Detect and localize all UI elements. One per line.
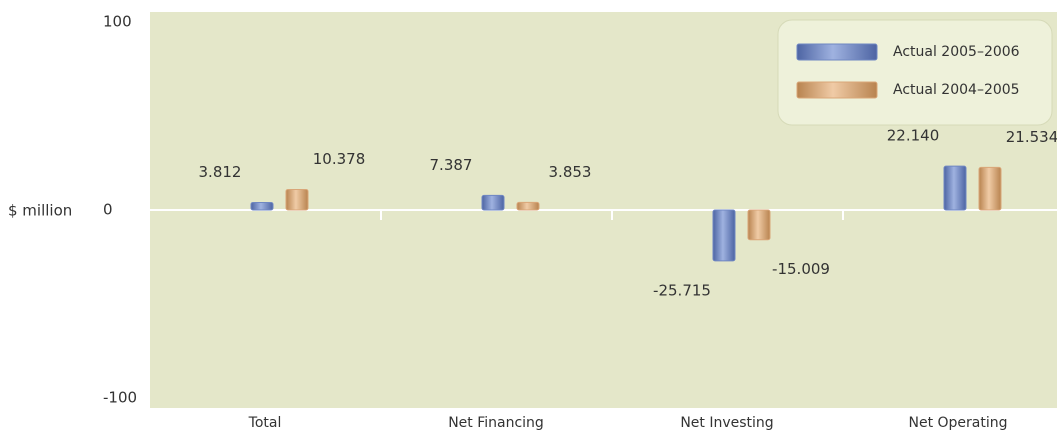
bar (712, 209, 736, 262)
bar (481, 194, 505, 211)
value-label: 22.140 (887, 127, 940, 145)
x-tick-label: Net Financing (448, 415, 544, 430)
value-label: 21.534 (1006, 128, 1057, 146)
x-tick-label: Net Investing (680, 415, 773, 430)
legend-swatch (796, 81, 878, 99)
legend-label: Actual 2005–2006 (893, 44, 1020, 60)
x-tick-label: Net Operating (908, 415, 1007, 430)
bar (943, 165, 967, 211)
value-label: 3.853 (549, 163, 592, 181)
y-tick-label: -100 (103, 389, 137, 407)
y-tick-label: 0 (103, 201, 113, 219)
value-label: -25.715 (653, 281, 711, 299)
bar (250, 201, 274, 211)
legend-swatch (796, 43, 878, 61)
bar (978, 166, 1002, 211)
legend-label: Actual 2004–2005 (893, 82, 1020, 98)
value-label: 7.387 (430, 156, 473, 174)
y-axis-label: $ million (8, 202, 72, 220)
bar (747, 209, 771, 241)
value-label: -15.009 (772, 260, 830, 278)
value-label: 3.812 (199, 163, 242, 181)
y-tick-label: 100 (103, 13, 132, 31)
value-label: 10.378 (313, 150, 366, 168)
bar (516, 201, 540, 211)
x-tick-label: Total (248, 415, 282, 430)
legend-box (777, 19, 1053, 126)
bar (285, 188, 309, 211)
